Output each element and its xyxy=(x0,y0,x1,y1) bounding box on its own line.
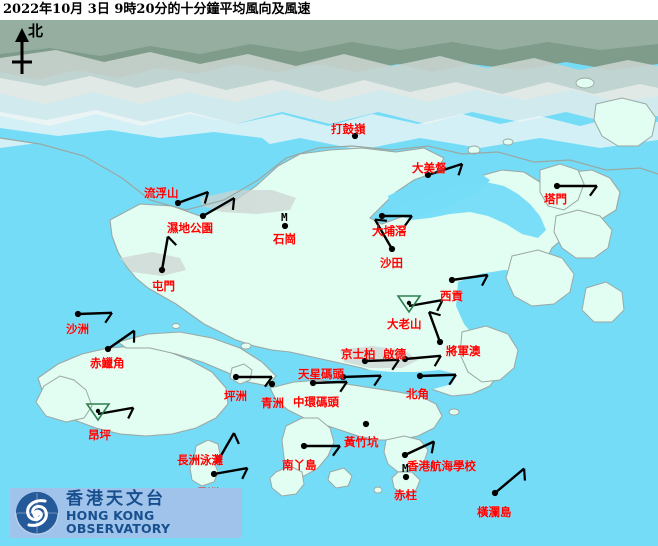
wind-station[interactable] xyxy=(215,432,240,463)
station-marker-letter: M xyxy=(402,462,409,475)
station-label: 沙洲 xyxy=(66,322,89,336)
wind-station[interactable] xyxy=(351,132,359,140)
wind-barb-layer[interactable] xyxy=(0,20,658,546)
wind-station[interactable] xyxy=(174,190,210,207)
station-label: 香港航海學校 xyxy=(407,459,476,473)
wind-station[interactable] xyxy=(553,182,598,197)
hong-kong-basemap xyxy=(0,20,658,546)
kau-sai-chau xyxy=(553,209,613,259)
station-marker-letter: M xyxy=(281,211,288,224)
wind-station[interactable] xyxy=(268,380,276,388)
map-canvas[interactable]: 北 打鼓嶺流浮山濕地公園 M 石崗 大美督塔門大埔滘沙田屯門沙洲赤鱲角 西貢大老山將軍澳… xyxy=(0,20,658,546)
wind-station[interactable] xyxy=(424,162,464,179)
station-label: 大埔滘 xyxy=(372,224,407,238)
station-label: 大美督 xyxy=(412,161,447,175)
hko-name-en: HONG KONG OBSERVATORY xyxy=(66,508,171,536)
hko-logo: 香港天文台 HONG KONG OBSERVATORY xyxy=(10,488,242,538)
sha-tau-kok-land xyxy=(593,97,657,147)
wind-station[interactable] xyxy=(339,373,382,387)
station-label: 橫瀾島 xyxy=(477,505,512,519)
station-label: 濕地公園 xyxy=(167,221,213,235)
south-lantau-lobe xyxy=(35,375,93,423)
ne-island xyxy=(581,281,625,323)
victoria-harbour xyxy=(292,366,456,392)
station-label: 打鼓嶺 xyxy=(331,122,366,136)
wind-station[interactable] xyxy=(396,295,444,314)
station-label: 大老山 xyxy=(387,317,422,331)
station-label: 赤鱲角 xyxy=(90,356,125,370)
wind-station[interactable] xyxy=(378,212,413,227)
wind-station[interactable] xyxy=(416,372,457,386)
urban-areas xyxy=(120,190,418,368)
clear-water-bay xyxy=(459,325,519,383)
station-label: 西貢 xyxy=(440,289,463,303)
page-title: 2022年10月 3日 9時20分的十分鐘平均風向及風速 xyxy=(0,0,658,20)
station-label: 石崗 xyxy=(273,232,296,246)
station-label: 沙田 xyxy=(380,256,403,270)
wind-station[interactable] xyxy=(281,222,289,230)
station-label: 北角 xyxy=(406,387,429,401)
wind-station[interactable] xyxy=(300,442,341,457)
deep-bay xyxy=(0,128,280,208)
wind-station[interactable] xyxy=(401,440,436,459)
wind-station[interactable] xyxy=(74,310,113,324)
wind-station[interactable] xyxy=(427,310,444,346)
stanley-south xyxy=(391,471,421,495)
station-label: 赤柱 xyxy=(394,488,417,502)
station-label: 塔門 xyxy=(544,192,567,206)
station-label: 長洲泳灘 xyxy=(177,453,223,467)
wind-station[interactable] xyxy=(448,273,489,287)
station-label: 黃竹坑 xyxy=(344,435,379,449)
wind-station[interactable] xyxy=(491,467,527,497)
wind-station[interactable] xyxy=(210,466,249,480)
station-label: 流浮山 xyxy=(144,186,179,200)
wind-station[interactable] xyxy=(104,329,136,353)
wind-station[interactable] xyxy=(361,357,400,371)
hko-name-zh: 香港天文台 xyxy=(66,489,166,509)
station-label: 將軍澳 xyxy=(446,344,481,358)
station-label: 青洲 xyxy=(261,396,284,410)
lamma-south xyxy=(269,465,305,497)
wind-station[interactable] xyxy=(373,218,396,253)
wind-station[interactable] xyxy=(401,354,442,367)
po-toi-islands xyxy=(327,467,353,489)
tolo-channel xyxy=(398,182,546,238)
wind-station[interactable] xyxy=(362,420,370,428)
wind-station[interactable] xyxy=(158,235,178,274)
wind-station[interactable] xyxy=(199,196,236,220)
station-label: 啟德 xyxy=(383,347,406,361)
station-label: 天星碼頭 xyxy=(298,367,344,381)
islets xyxy=(171,77,595,494)
station-label: 坪洲 xyxy=(224,389,247,403)
station-label: 屯門 xyxy=(152,279,175,293)
station-label: 南丫島 xyxy=(282,458,317,472)
coastline-stroke xyxy=(0,137,658,211)
hko-logo-text: 香港天文台 HONG KONG OBSERVATORY xyxy=(66,491,242,535)
north-label: 北 xyxy=(28,22,44,40)
sharp-island-group xyxy=(505,249,575,307)
station-label: 中環碼頭 xyxy=(293,395,339,409)
station-label: 昂坪 xyxy=(88,428,111,442)
wind-station[interactable] xyxy=(402,473,410,481)
wind-station[interactable] xyxy=(85,403,135,422)
hko-logo-icon xyxy=(15,492,59,535)
wind-station[interactable] xyxy=(309,379,348,393)
station-label: 京士柏 xyxy=(341,347,376,361)
wind-station[interactable] xyxy=(232,373,273,388)
